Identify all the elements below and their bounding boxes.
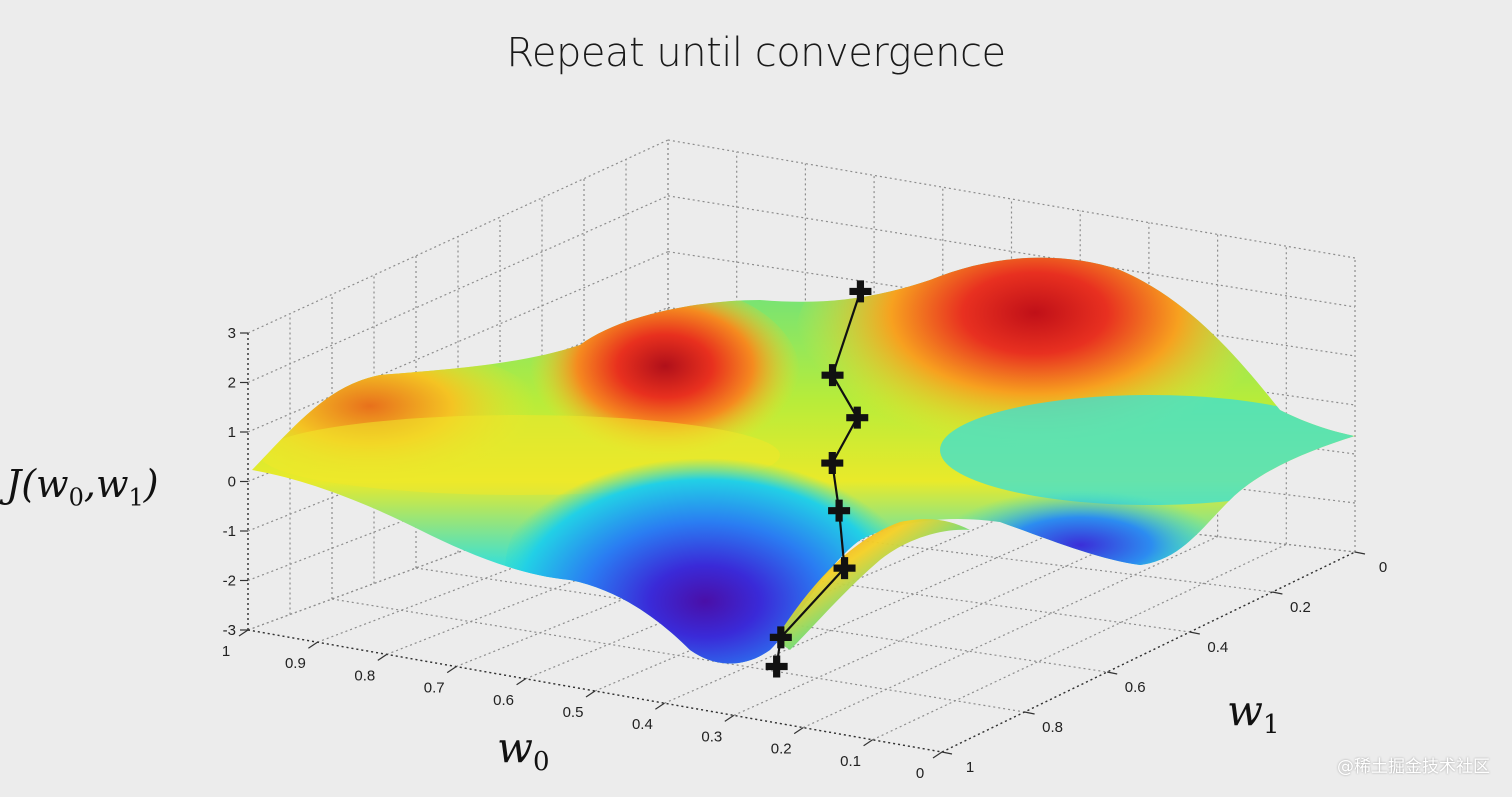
z-label-post: )	[143, 462, 159, 506]
axis-line	[941, 551, 1356, 753]
descent-step-marker	[833, 557, 856, 580]
z-axis-label: J(w0,w1)	[6, 462, 159, 512]
w1-tick-mark	[1107, 671, 1118, 675]
w0-tick-label: 0.2	[771, 741, 792, 758]
z-tick-label: -3	[223, 622, 236, 639]
w1-tick-label: 0.2	[1290, 599, 1311, 616]
w1-label-sub: 1	[1263, 710, 1280, 740]
z-tick-label: 0	[228, 474, 236, 491]
descent-step-marker	[828, 499, 851, 522]
w1-tick-mark	[1024, 711, 1035, 715]
grid-line	[667, 139, 1356, 259]
w1-axis-label: w1	[1227, 686, 1280, 740]
grid-line	[667, 195, 1356, 308]
tick-labels: 3 2 1 0 -1 -2 -3 1 0.9 0.8 0.7 0.6 0.5 0.4 0.3 0.2 0.1 0 0…	[222, 325, 1387, 782]
descent-path-line	[775, 291, 862, 667]
w0-tick-label: 0.5	[563, 704, 584, 721]
grid-line	[733, 528, 1150, 716]
w0-axis-label: w0	[497, 723, 550, 777]
descent-step-marker	[821, 452, 844, 475]
descent-step-marker	[769, 626, 792, 649]
w0-tick-mark	[585, 690, 596, 698]
z-label-mid: ,w	[83, 462, 129, 506]
w0-label-main: w	[497, 723, 533, 772]
grid-line	[247, 139, 669, 334]
w0-tick-mark	[308, 641, 318, 649]
w0-label-sub: 0	[533, 747, 550, 777]
w1-tick-mark	[941, 751, 953, 755]
w0-tick-mark	[516, 678, 526, 686]
z-tick-label: -1	[223, 523, 236, 540]
w0-tick-mark	[863, 739, 873, 747]
w0-tick-label: 0.6	[493, 692, 514, 709]
w0-tick-mark	[377, 653, 388, 661]
w0-tick-label: 0.3	[701, 728, 722, 745]
grid-line	[802, 536, 1218, 729]
chart-title: Repeat until convergence	[506, 30, 1006, 76]
grid-line	[415, 567, 1108, 673]
w0-tick-mark	[446, 666, 457, 674]
w1-tick-label: 0	[1379, 559, 1387, 576]
w0-tick-label: 0.9	[285, 655, 306, 672]
w1-tick-label: 0.4	[1207, 639, 1228, 656]
w1-tick-label: 1	[966, 759, 974, 776]
z-tick-label: 3	[228, 325, 236, 342]
w0-tick-label: 1	[222, 643, 230, 660]
w0-tick-mark	[932, 751, 943, 759]
descent-step-marker	[849, 280, 872, 303]
z-label-pre: J(w	[6, 462, 69, 506]
z-tick-label: 2	[228, 375, 236, 392]
w0-tick-label: 0.7	[424, 680, 445, 697]
w1-tick-mark	[1354, 551, 1366, 555]
w0-tick-mark	[793, 727, 804, 735]
right-pit	[950, 475, 1210, 575]
w0-tick-mark	[238, 629, 249, 637]
grid-line	[331, 598, 1025, 713]
grid-line	[247, 195, 669, 384]
grid-line	[664, 520, 1081, 704]
z-label-sub2: 1	[128, 483, 144, 512]
descent-step-marker	[765, 655, 788, 678]
front-flap	[775, 519, 970, 650]
w1-tick-mark	[1189, 631, 1200, 635]
descent-step-marker	[846, 406, 869, 429]
descent-step-marker	[821, 364, 844, 387]
descent-path	[765, 280, 872, 678]
watermark: @稀土掘金技术社区	[1337, 757, 1490, 777]
w1-label-main: w	[1227, 686, 1263, 735]
grid-line	[247, 251, 669, 433]
w1-tick-label: 0.6	[1125, 679, 1146, 696]
w0-tick-label: 0.8	[354, 667, 375, 684]
z-label-sub1: 0	[68, 483, 84, 512]
w0-tick-mark	[655, 702, 665, 710]
w0-tick-label: 0.1	[840, 753, 861, 770]
w1-tick-mark	[1272, 591, 1283, 595]
w0-tick-label: 0	[916, 765, 924, 782]
z-tick-label: 1	[228, 424, 236, 441]
w1-tick-label: 0.8	[1042, 719, 1063, 736]
grid-line	[667, 251, 1356, 357]
grid-line	[872, 543, 1287, 741]
z-tick-label: -2	[223, 573, 236, 590]
w0-tick-mark	[724, 714, 735, 722]
w0-tick-label: 0.4	[632, 716, 653, 733]
